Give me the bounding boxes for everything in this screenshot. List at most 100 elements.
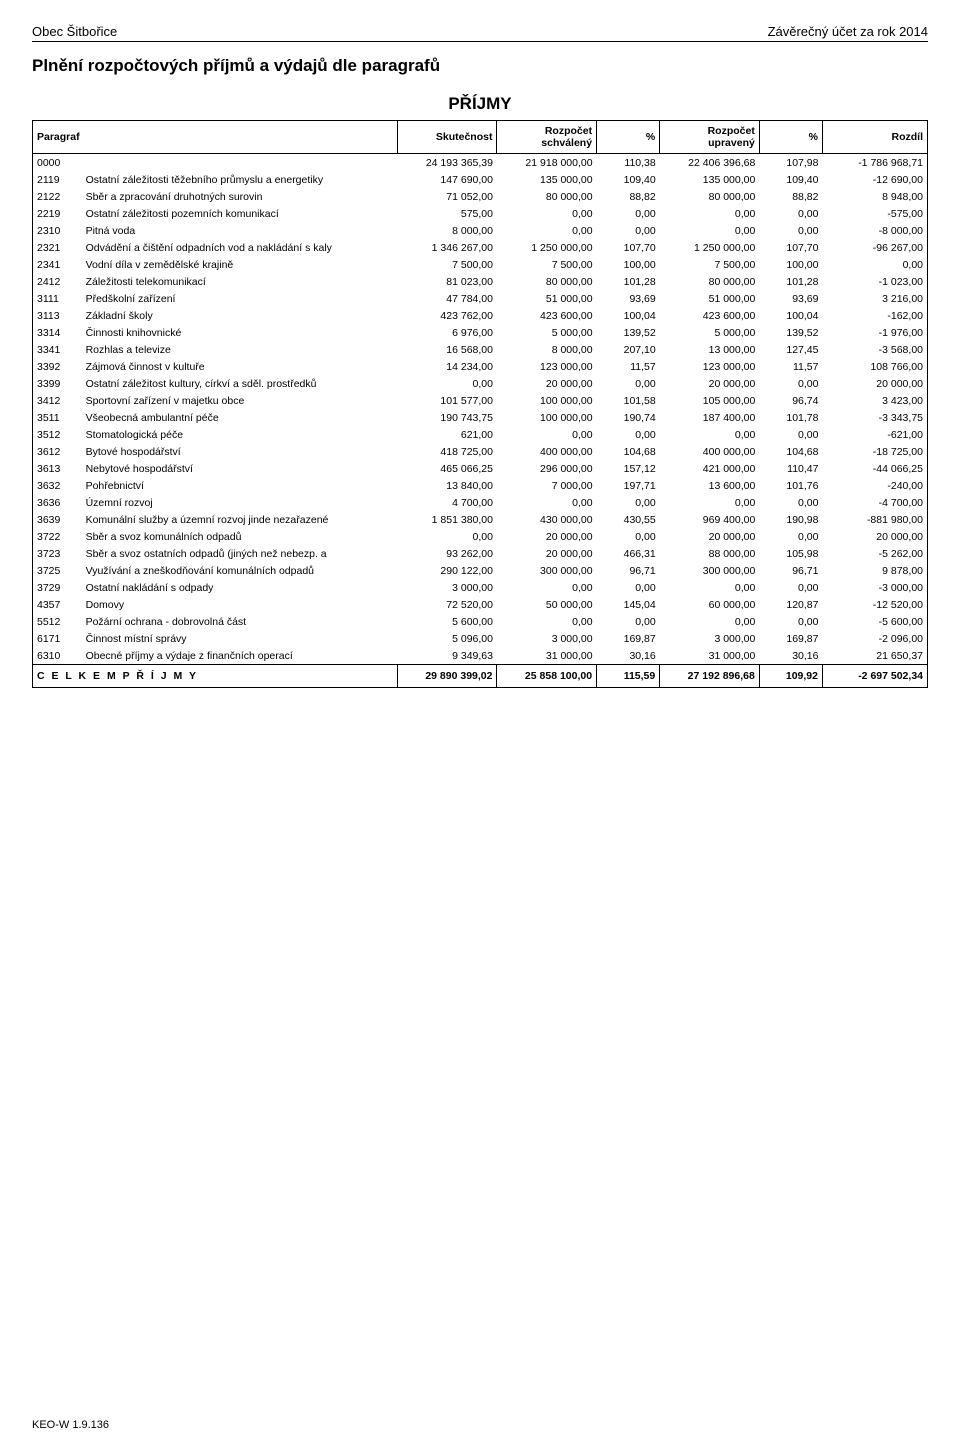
row-code: 2122 [33, 188, 82, 205]
row-code: 3639 [33, 511, 82, 528]
row-code: 2321 [33, 239, 82, 256]
row-value: 110,47 [759, 460, 822, 477]
row-value: 0,00 [759, 222, 822, 239]
row-value: 80 000,00 [660, 273, 760, 290]
row-code: 2412 [33, 273, 82, 290]
row-value: 0,00 [597, 579, 660, 596]
row-value: 96,71 [597, 562, 660, 579]
row-name: Využívání a zneškodňování komunálních od… [82, 562, 398, 579]
row-name: Ostatní nakládání s odpady [82, 579, 398, 596]
section-title: PŘÍJMY [32, 94, 928, 114]
row-value: 100,04 [597, 307, 660, 324]
row-value: 0,00 [497, 579, 597, 596]
row-value: 9 878,00 [822, 562, 927, 579]
row-value: 5 000,00 [660, 324, 760, 341]
row-value: 296 000,00 [497, 460, 597, 477]
table-row: 3341Rozhlas a televize16 568,008 000,002… [33, 341, 927, 358]
row-name: Základní školy [82, 307, 398, 324]
row-value: 190 743,75 [397, 409, 497, 426]
row-value: 190,98 [759, 511, 822, 528]
table-row: 3612Bytové hospodářství418 725,00400 000… [33, 443, 927, 460]
table-row: 6171Činnost místní správy5 096,003 000,0… [33, 630, 927, 647]
table-row: 3392Zájmová činnost v kultuře14 234,0012… [33, 358, 927, 375]
row-value: 100 000,00 [497, 392, 597, 409]
row-value: -5 262,00 [822, 545, 927, 562]
row-value: 0,00 [660, 205, 760, 222]
row-value: 108 766,00 [822, 358, 927, 375]
row-value: 30,16 [759, 647, 822, 665]
row-code: 2341 [33, 256, 82, 273]
total-label: C E L K E M P Ř Í J M Y [33, 665, 397, 688]
row-value: 101,78 [759, 409, 822, 426]
row-code: 3511 [33, 409, 82, 426]
table-row: 3722Sběr a svoz komunálních odpadů0,0020… [33, 528, 927, 545]
row-value: 93,69 [759, 290, 822, 307]
col-paragraf: Paragraf [33, 121, 397, 154]
row-value: 30,16 [597, 647, 660, 665]
row-code: 2219 [33, 205, 82, 222]
row-name: Všeobecná ambulantní péče [82, 409, 398, 426]
row-value: 197,71 [597, 477, 660, 494]
row-value: 7 500,00 [497, 256, 597, 273]
row-value: 100 000,00 [497, 409, 597, 426]
row-value: 300 000,00 [497, 562, 597, 579]
table-row: 3613Nebytové hospodářství465 066,25296 0… [33, 460, 927, 477]
row-name: Bytové hospodářství [82, 443, 398, 460]
table-row: 3729Ostatní nakládání s odpady3 000,000,… [33, 579, 927, 596]
row-value: 6 976,00 [397, 324, 497, 341]
row-value: 147 690,00 [397, 171, 497, 188]
row-value: 47 784,00 [397, 290, 497, 307]
row-value: 11,57 [597, 358, 660, 375]
table-row: 3511Všeobecná ambulantní péče190 743,751… [33, 409, 927, 426]
table-header-row: Paragraf Skutečnost Rozpočet schválený %… [33, 121, 927, 154]
row-value: 0,00 [759, 205, 822, 222]
total-v5: -2 697 502,34 [822, 665, 927, 688]
table-row: 2122Sběr a zpracování druhotných surovin… [33, 188, 927, 205]
row-code: 2310 [33, 222, 82, 239]
row-value: 81 023,00 [397, 273, 497, 290]
row-value: 101,76 [759, 477, 822, 494]
row-value: 109,40 [597, 171, 660, 188]
row-value: 5 600,00 [397, 613, 497, 630]
row-value: -12 690,00 [822, 171, 927, 188]
row-value: 135 000,00 [660, 171, 760, 188]
table-row: 2341Vodní díla v zemědělské krajině7 500… [33, 256, 927, 273]
row-value: 109,40 [759, 171, 822, 188]
row-value: 13 000,00 [660, 341, 760, 358]
row-value: 20 000,00 [660, 375, 760, 392]
row-value: 0,00 [597, 528, 660, 545]
row-value: 0,00 [497, 613, 597, 630]
total-v3: 27 192 896,68 [660, 665, 760, 688]
row-value: 13 600,00 [660, 477, 760, 494]
row-value: 169,87 [759, 630, 822, 647]
row-code: 3725 [33, 562, 82, 579]
row-value: 0,00 [397, 528, 497, 545]
row-value: -12 520,00 [822, 596, 927, 613]
table-row: 2119Ostatní záležitosti těžebního průmys… [33, 171, 927, 188]
row-value: -162,00 [822, 307, 927, 324]
table-row: 3512Stomatologická péče621,000,000,000,0… [33, 426, 927, 443]
row-value: 107,98 [759, 154, 822, 172]
row-value: -8 000,00 [822, 222, 927, 239]
row-code: 3392 [33, 358, 82, 375]
table-row: 2412Záležitosti telekomunikací81 023,008… [33, 273, 927, 290]
col-pct1: % [597, 121, 660, 154]
row-value: 105 000,00 [660, 392, 760, 409]
table-row: 3314Činnosti knihovnické6 976,005 000,00… [33, 324, 927, 341]
row-value: 88 000,00 [660, 545, 760, 562]
row-value: 110,38 [597, 154, 660, 172]
row-value: -1 023,00 [822, 273, 927, 290]
row-value: 0,00 [497, 205, 597, 222]
row-name: Ostatní záležitosti pozemních komunikací [82, 205, 398, 222]
header-left: Obec Šitbořice [32, 24, 117, 39]
row-value: 7 500,00 [660, 256, 760, 273]
row-value: 100,04 [759, 307, 822, 324]
row-value: -240,00 [822, 477, 927, 494]
row-value: 0,00 [497, 222, 597, 239]
table-row: 3399Ostatní záležitost kultury, církví a… [33, 375, 927, 392]
row-code: 5512 [33, 613, 82, 630]
row-value: 290 122,00 [397, 562, 497, 579]
row-value: 0,00 [660, 494, 760, 511]
row-value: 139,52 [597, 324, 660, 341]
row-value: 187 400,00 [660, 409, 760, 426]
